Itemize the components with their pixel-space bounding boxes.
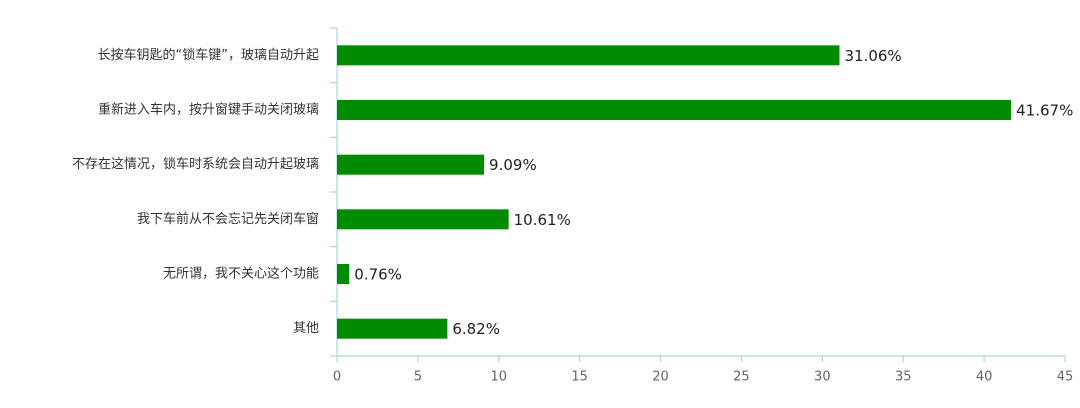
x-tick-label: 35: [895, 370, 912, 385]
bar: [337, 154, 485, 175]
x-tick-label: 45: [1057, 370, 1074, 385]
value-label: 41.67%: [1016, 102, 1073, 120]
value-label: 9.09%: [489, 156, 537, 174]
value-label: 6.82%: [452, 320, 500, 338]
x-tick-label: 10: [491, 370, 508, 385]
x-tick-label: 25: [733, 370, 750, 385]
category-label: 我下车前从不会忘记先关闭车窗: [137, 211, 319, 227]
category-label: 无所谓，我不关心这个功能: [163, 266, 319, 282]
value-label: 10.61%: [514, 211, 571, 229]
bar: [337, 209, 509, 230]
x-tick-label: 15: [571, 370, 588, 385]
category-label: 不存在这情况，锁车时系统会自动升起玻璃: [72, 156, 319, 172]
category-label: 重新进入车内，按升窗键手动关闭玻璃: [98, 102, 319, 118]
x-tick-label: 0: [333, 370, 341, 385]
bar: [337, 264, 350, 284]
x-tick-label: 5: [414, 370, 422, 385]
bar: [337, 318, 448, 339]
category-label: 其他: [293, 321, 319, 336]
bar: [337, 45, 840, 66]
value-label: 0.76%: [354, 266, 402, 284]
category-label: 长按车钥匙的“锁车键”，玻璃自动升起: [98, 47, 319, 63]
bar: [337, 100, 1012, 120]
x-tick-label: 30: [814, 370, 831, 385]
value-label: 31.06%: [844, 47, 901, 65]
x-tick-label: 40: [976, 370, 993, 385]
x-tick-label: 20: [652, 370, 669, 385]
